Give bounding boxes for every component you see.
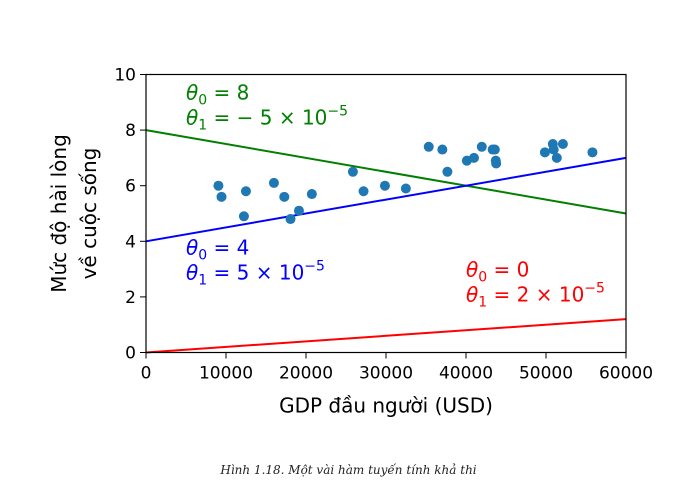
data-point <box>347 166 358 177</box>
data-point <box>216 191 227 202</box>
data-point <box>268 177 279 188</box>
data-point <box>238 211 249 222</box>
data-point <box>358 186 369 197</box>
data-point <box>468 152 479 163</box>
data-point <box>379 180 390 191</box>
x-tick-label: 60000 <box>599 364 653 384</box>
y-tick-label: 2 <box>125 288 136 308</box>
theta1-label: θ1 = − 5 × 10−5 <box>186 104 348 134</box>
x-tick-label: 50000 <box>519 364 573 384</box>
data-point <box>557 139 568 149</box>
data-point <box>423 141 434 152</box>
x-tick-label: 30000 <box>359 364 413 384</box>
data-point <box>587 147 598 158</box>
data-point <box>548 144 559 155</box>
theta0-label: θ0 = 8 <box>186 81 249 109</box>
x-tick-label: 0 <box>141 364 152 384</box>
data-point <box>279 191 290 202</box>
x-tick-label: 20000 <box>279 364 333 384</box>
data-point <box>306 189 317 200</box>
data-point <box>489 144 500 155</box>
data-point <box>491 158 502 169</box>
data-point <box>240 186 251 197</box>
data-point <box>551 152 562 163</box>
data-point <box>400 183 411 194</box>
theta0-label: θ0 = 0 <box>466 258 529 286</box>
y-tick-label: 8 <box>125 121 136 141</box>
data-point <box>476 141 487 152</box>
data-point <box>213 180 224 191</box>
theta1-label: θ1 = 5 × 10−5 <box>186 259 325 289</box>
figure-caption: Hình 1.18. Một vài hàm tuyến tính khả th… <box>220 463 477 477</box>
model-line-0 <box>145 318 627 354</box>
data-point <box>285 214 296 225</box>
x-tick-label: 10000 <box>199 364 253 384</box>
data-point <box>437 144 448 155</box>
model-line-1 <box>145 129 627 215</box>
data-point <box>442 166 453 177</box>
x-tick-label: 40000 <box>439 364 493 384</box>
model-line-2 <box>145 156 627 243</box>
theta0-label: θ0 = 4 <box>186 236 249 264</box>
y-axis-title-line: về cuộc sống <box>77 148 101 280</box>
y-tick-label: 4 <box>125 232 136 252</box>
y-axis-title-line: Mức độ hài lòng <box>47 134 71 293</box>
x-axis-title: GDP đầu người (USD) <box>279 394 493 418</box>
y-tick-label: 0 <box>125 344 136 364</box>
y-tick-label: 10 <box>114 66 136 86</box>
y-tick-label: 6 <box>125 177 136 197</box>
data-point <box>293 205 304 216</box>
plot-area: 0 10000 20000 30000 40000 50000 60000 0 2 4 6 8 10 GD… <box>47 66 653 418</box>
theta1-label: θ1 = 2 × 10−5 <box>466 281 605 311</box>
data-point <box>539 147 550 158</box>
